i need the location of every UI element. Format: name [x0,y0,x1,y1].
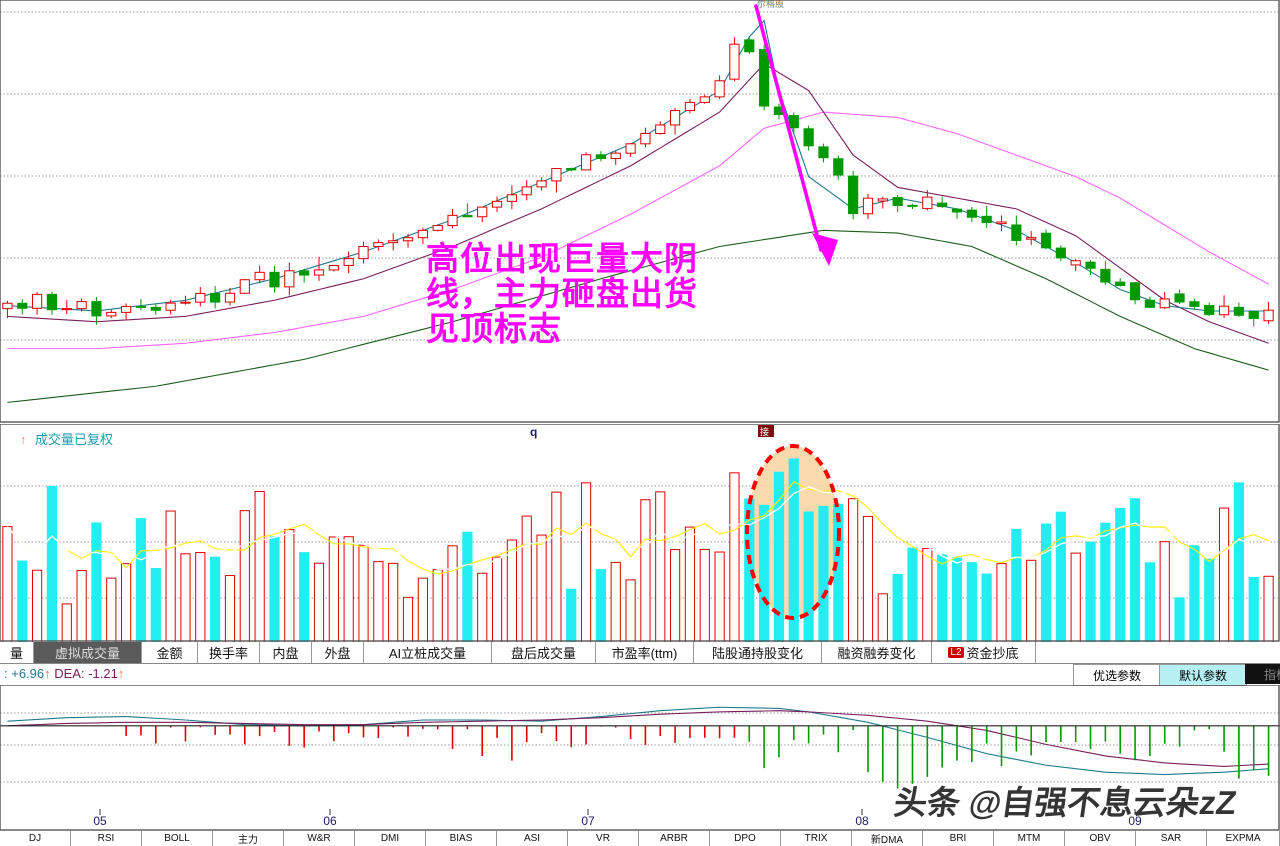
svg-text:成交量已复权: 成交量已复权 [35,432,113,447]
svg-text:线，主力砸盘出货: 线，主力砸盘出货 [426,275,698,313]
svg-text:06: 06 [323,814,337,828]
svg-text:08: 08 [855,814,869,828]
svg-text:接: 接 [760,426,769,437]
svg-text:价格点: 价格点 [757,0,784,9]
svg-text:高位出现巨量大阴: 高位出现巨量大阴 [426,240,698,278]
svg-text:q: q [530,425,537,439]
svg-text:↑: ↑ [20,432,27,447]
svg-text:见顶标志: 见顶标志 [426,311,562,348]
svg-text:05: 05 [93,814,107,828]
svg-text:07: 07 [581,814,595,828]
